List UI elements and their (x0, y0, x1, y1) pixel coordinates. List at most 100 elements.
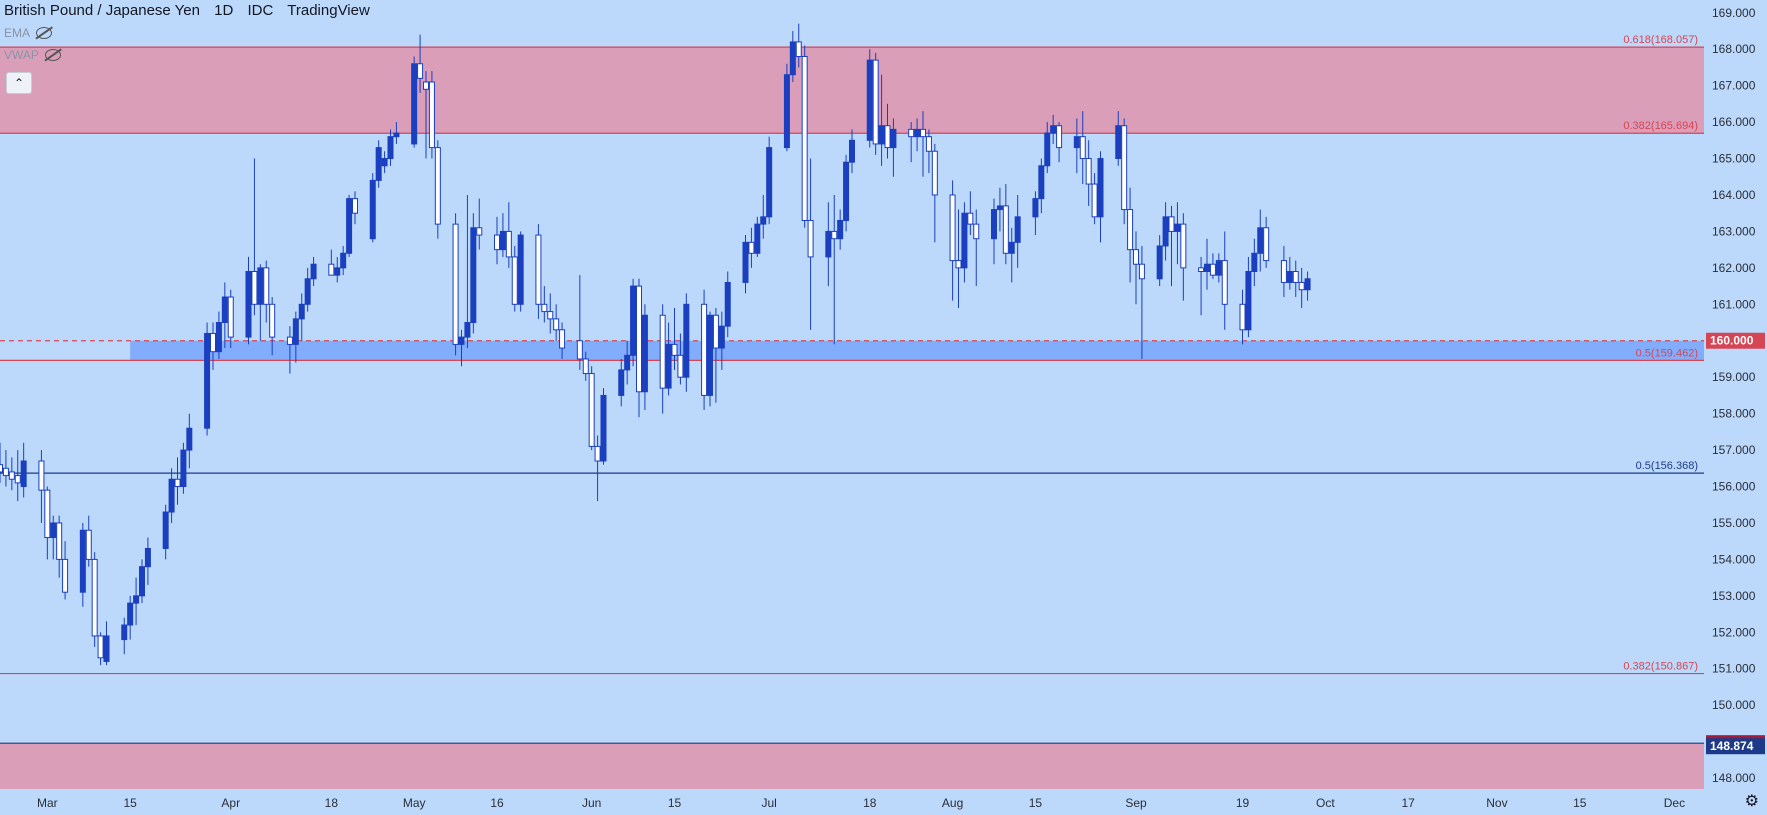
candle (423, 71, 429, 159)
price-tick-label: 168.000 (1712, 42, 1756, 56)
candle-body (973, 223, 980, 240)
candle-body (304, 278, 311, 305)
candle-body (458, 336, 465, 345)
time-tick-label: 19 (1236, 796, 1250, 810)
candle-body (630, 285, 637, 356)
candle (14, 450, 21, 502)
candle (843, 154, 850, 232)
candles-layer (0, 23, 1311, 666)
candle (38, 450, 45, 523)
candle-body (641, 314, 648, 393)
candle-body (1209, 263, 1216, 276)
candle-body (925, 136, 932, 152)
candle-body (677, 354, 684, 378)
candle-body (1245, 271, 1252, 331)
time-tick-label: 16 (490, 796, 504, 810)
candle-body (505, 230, 512, 258)
candle (20, 442, 27, 498)
time-tick-label: Sep (1125, 796, 1147, 810)
candle-body (671, 343, 678, 356)
candle (1280, 245, 1287, 298)
indicator-ema[interactable]: EMA (4, 26, 53, 40)
candle-body (1263, 227, 1270, 262)
candle-body (428, 81, 435, 149)
price-tick-label: 163.000 (1712, 224, 1756, 238)
collapse-legend-button[interactable]: ⌃ (6, 72, 32, 94)
candle-body (866, 59, 873, 141)
time-tick-label: Jul (761, 796, 776, 810)
candle (748, 227, 755, 268)
candle (1079, 111, 1086, 185)
candle-body (890, 128, 897, 149)
candle-body (825, 230, 832, 258)
interval-label[interactable]: 1D (214, 2, 234, 19)
indicator-vwap[interactable]: VWAP (4, 48, 61, 62)
candle-body (1127, 209, 1134, 251)
candle-body (423, 81, 429, 90)
price-tick-label: 152.000 (1712, 625, 1756, 639)
candle-body (949, 194, 956, 262)
candle (600, 388, 607, 465)
candle-body (180, 449, 187, 488)
candle (961, 202, 968, 283)
candle (671, 307, 678, 370)
candle-body (127, 602, 134, 626)
candle (464, 194, 471, 349)
candle (221, 282, 228, 349)
candle-body (908, 128, 915, 138)
level-label: 0.5(156.368) (1636, 460, 1698, 472)
candle-body (381, 158, 388, 167)
candle-body (701, 303, 708, 396)
time-tick-label: Jun (582, 796, 601, 810)
candle (251, 158, 258, 316)
candle-body (139, 566, 145, 597)
candle-body (286, 336, 293, 345)
zones-layer (0, 47, 1705, 789)
candle (724, 271, 731, 338)
candle (707, 311, 713, 407)
time-axis-background[interactable] (0, 789, 1704, 815)
candle (1138, 245, 1145, 359)
candle-body (1008, 241, 1015, 254)
price-axis-background[interactable] (1704, 0, 1767, 815)
candle-body (588, 373, 595, 447)
candle (387, 129, 394, 166)
candle (1050, 114, 1057, 144)
candle (292, 311, 299, 363)
zone-lower (0, 743, 1704, 789)
candle-body (2, 467, 9, 477)
settings-gear-icon[interactable]: ⚙ (1744, 793, 1759, 810)
candle (547, 293, 554, 334)
candle (1204, 238, 1210, 290)
candle (831, 194, 838, 345)
candle-body (718, 325, 725, 349)
time-tick-label: Nov (1486, 796, 1507, 810)
candle-body (1079, 136, 1086, 160)
candle (50, 515, 57, 560)
candle-body (1050, 125, 1057, 134)
candle (1221, 231, 1228, 330)
chart-header: British Pound / Japanese Yen 1D IDC Trad… (4, 2, 380, 19)
candle (121, 617, 128, 655)
candle-body (1115, 125, 1122, 160)
candle (79, 522, 86, 607)
price-tick-label: 156.000 (1712, 480, 1756, 494)
candle (304, 267, 311, 312)
candle (872, 52, 879, 155)
eye-off-icon[interactable] (44, 49, 61, 61)
candle-body (269, 303, 276, 338)
candle (1002, 184, 1009, 265)
candle (393, 122, 400, 144)
candle (618, 358, 625, 407)
candle-body (174, 478, 181, 488)
time-tick-label: May (403, 796, 426, 810)
symbol-title[interactable]: British Pound / Japanese Yen (4, 2, 200, 19)
candle-body (1138, 263, 1145, 280)
candle (742, 235, 749, 294)
candle (1292, 260, 1299, 298)
candle (381, 151, 388, 174)
eye-off-icon[interactable] (36, 27, 53, 39)
candle (499, 213, 506, 257)
candle-body (967, 212, 974, 225)
